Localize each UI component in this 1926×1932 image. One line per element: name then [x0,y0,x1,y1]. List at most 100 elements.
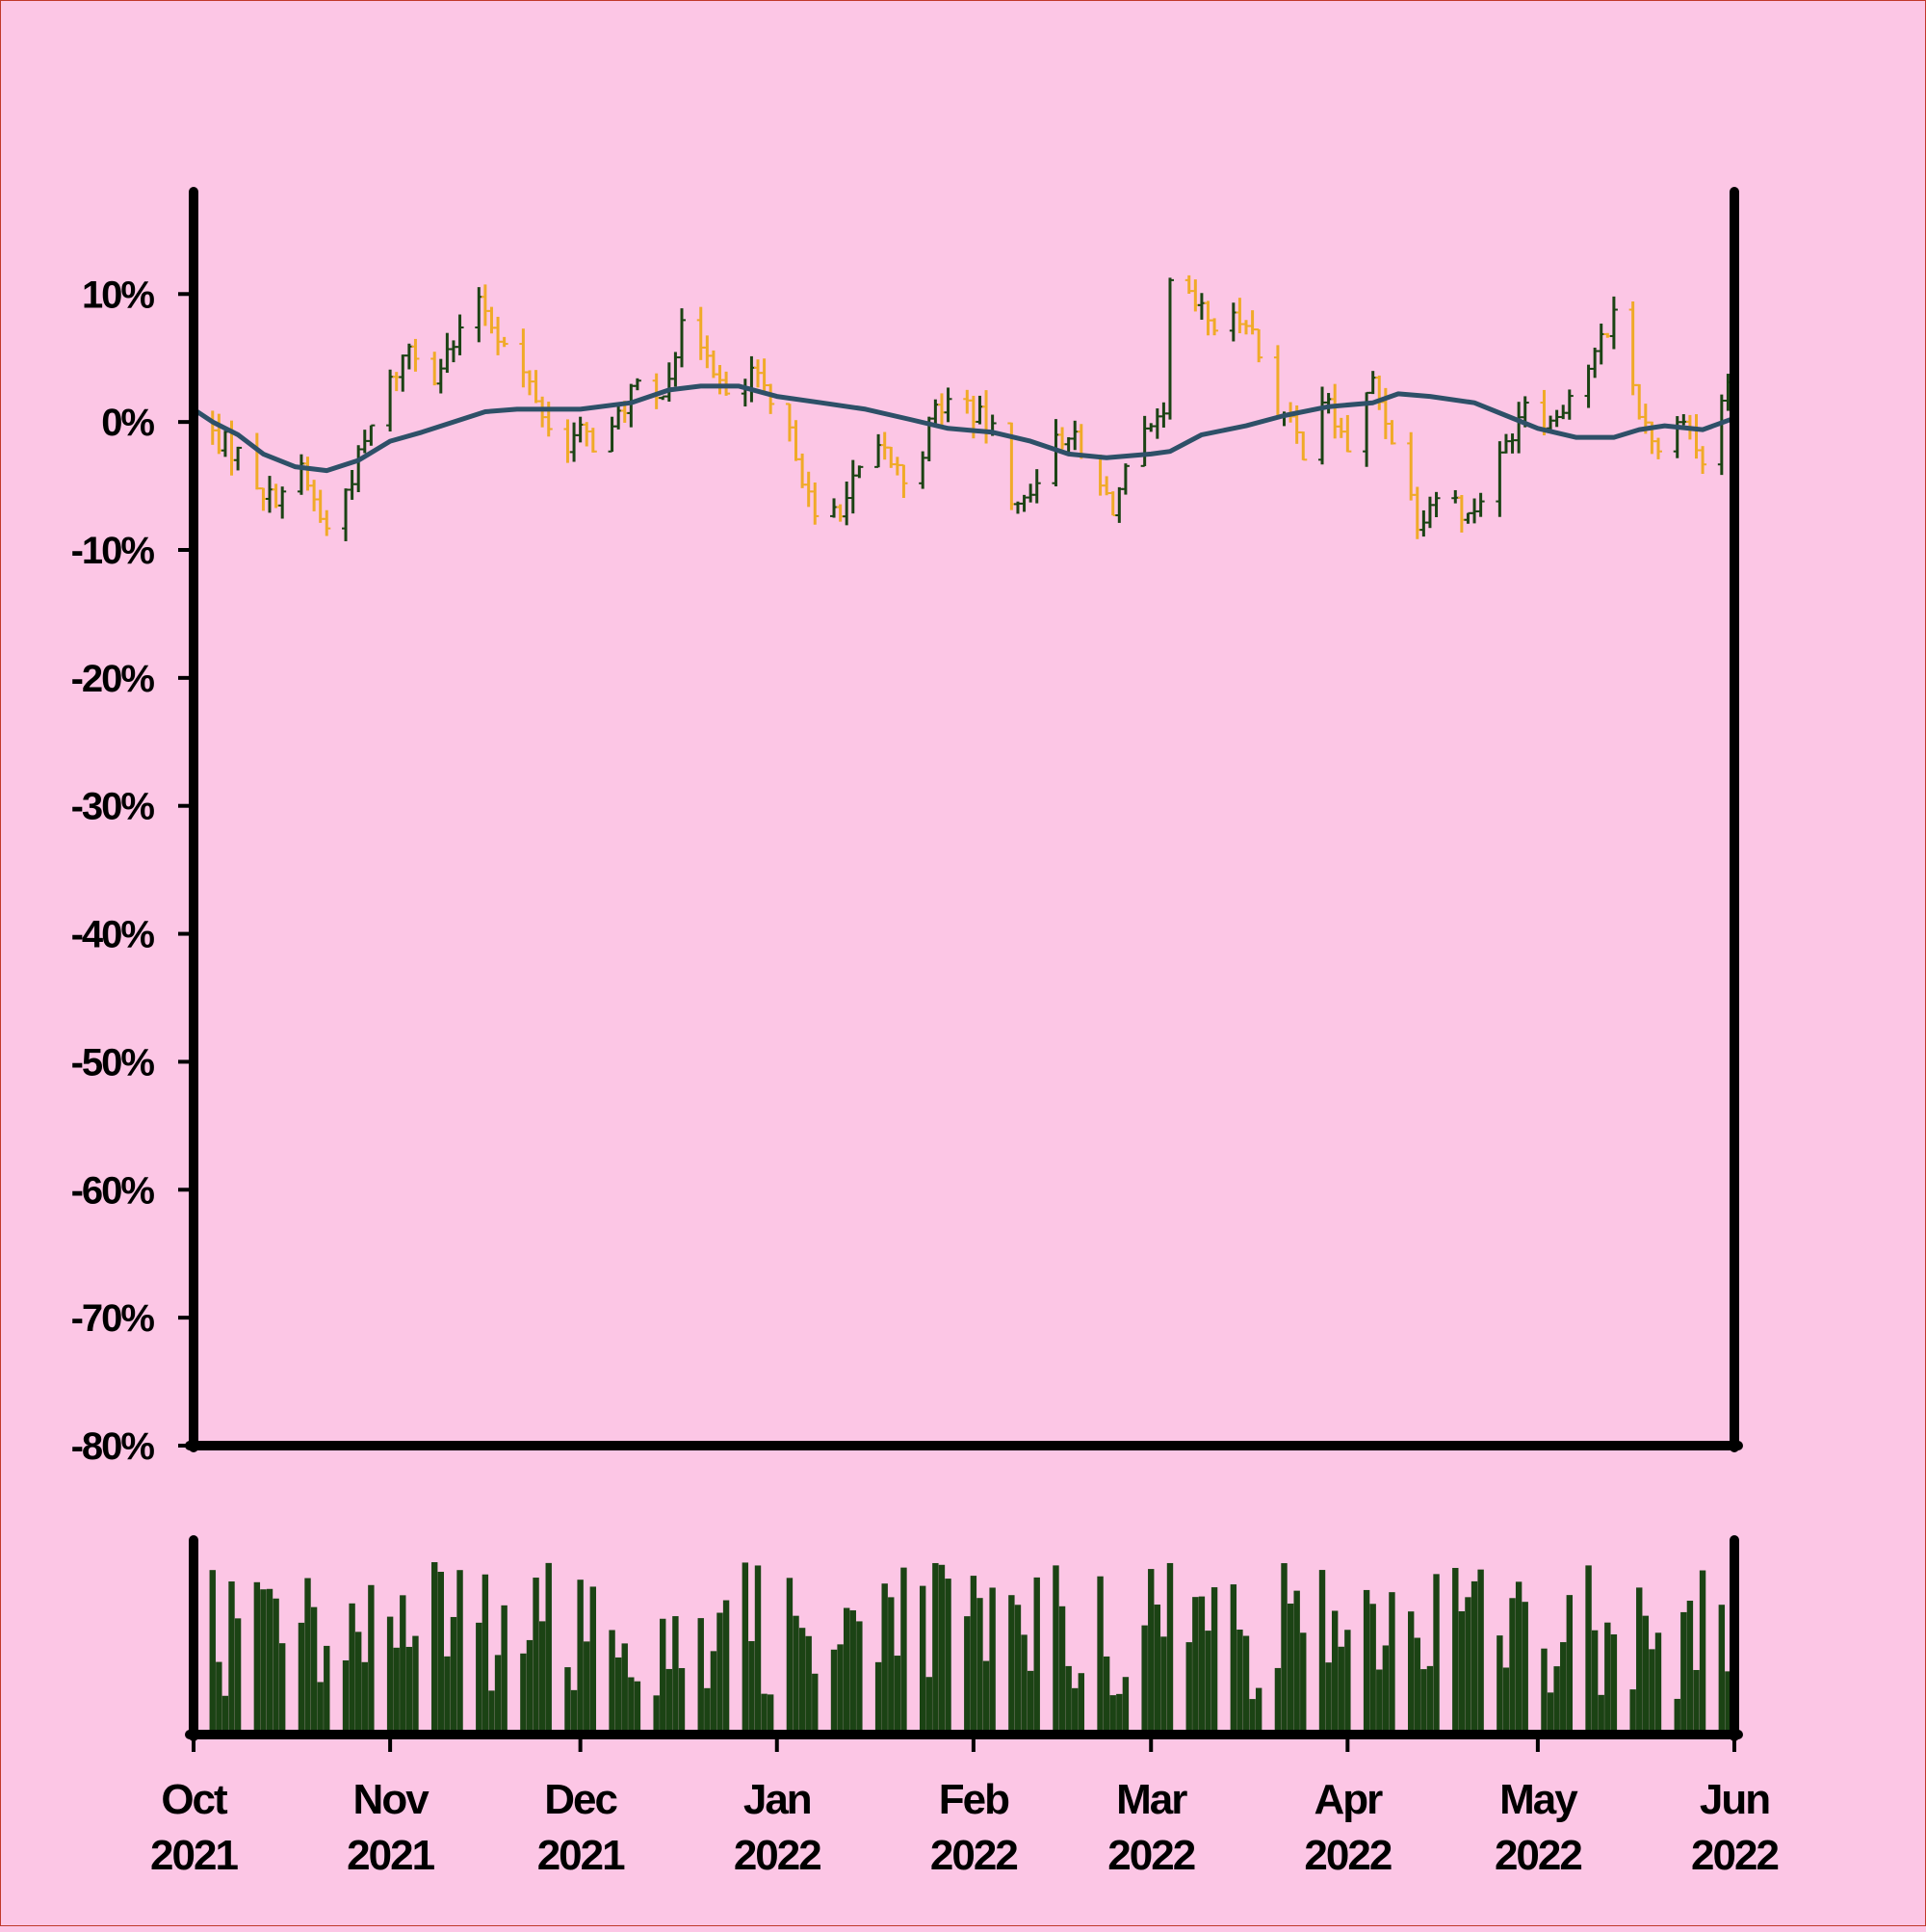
volume-bar [1325,1662,1332,1735]
volume-bar [660,1618,666,1735]
volume-bar [1141,1625,1148,1735]
volume-bar [1116,1693,1123,1735]
volume-bar [1287,1604,1294,1735]
ohlc-bar [1032,469,1041,504]
volume-bar [1192,1597,1199,1735]
ohlc-bar [278,486,287,519]
volume-bar [253,1581,261,1735]
x-tick-year: 2022 [1304,1832,1391,1879]
x-tick-month: May [1499,1776,1578,1823]
ohlc-bar [1457,494,1466,533]
ohlc-bar [234,446,243,471]
volume-bar [221,1695,229,1735]
volume-bar [1318,1570,1326,1735]
volume-bar [1610,1633,1618,1735]
volume-bar [1636,1587,1643,1735]
volume-bar [1604,1622,1611,1735]
ohlc-bar [1299,431,1308,461]
volume-bar [260,1589,267,1735]
ohlc-bar [392,372,401,392]
ohlc-bar [399,354,407,392]
y-tick-label: -60% [71,1169,155,1212]
ohlc-bar [627,383,636,428]
ohlc-bar [1635,383,1644,420]
ohlc-bar [747,355,756,403]
volume-bar [1674,1698,1680,1735]
ohlc-bar [1508,433,1517,454]
ohlc-bar [1071,420,1080,451]
ohlc-bar [1248,310,1257,335]
volume-bar [1585,1565,1592,1735]
volume-bar [1205,1631,1211,1735]
volume-bar [678,1667,686,1735]
x-tick-month: Oct [161,1776,228,1823]
ohlc-bar [1679,414,1688,426]
price-panel: 10% 0% -10% -20% -30% -40% -50% -60% -70% -80% [71,187,1743,1468]
ohlc-bar [481,284,489,326]
volume-bar [704,1687,711,1735]
ohlc-bar [760,358,768,395]
volume-bar [298,1622,305,1735]
volume-bar [1198,1596,1206,1735]
ohlc-bar [266,476,274,513]
volume-bar [538,1621,546,1735]
volume-bar [748,1641,755,1735]
ohlc-bar [252,432,261,490]
volume-bar [444,1656,451,1735]
volume-bar [761,1693,768,1735]
volume-bar [273,1598,279,1735]
volume-bar [266,1588,273,1735]
y-tick-label: -50% [71,1041,155,1083]
ohlc-bar [703,335,712,369]
ohlc-bar [342,488,351,541]
volume-bar [209,1570,216,1735]
ohlc-bar [836,504,845,522]
volume-bar [1414,1637,1420,1735]
volume-bar [1053,1565,1059,1735]
ohlc-bar [741,379,749,407]
volume-bar [520,1653,527,1735]
volume-bar [964,1616,971,1735]
volume-bar [710,1651,717,1735]
ohlc-bar [1191,279,1200,312]
volume-bar [938,1564,946,1735]
volume-bar [976,1598,983,1735]
ohlc-bar [1432,491,1441,517]
ohlc-bar [1324,393,1333,414]
ohlc-bar [1058,427,1067,450]
ohlc-bar [1343,414,1352,453]
y-tick-label: -30% [71,786,155,828]
volume-bar [1433,1574,1440,1735]
ohlc-bar [1210,318,1219,336]
ohlc-bars [190,274,1738,541]
volume-bar [501,1605,508,1735]
volume-bar [1629,1689,1636,1735]
volume-bar [1553,1666,1560,1735]
x-tick-month: Dec [544,1776,617,1823]
volume-bar [584,1641,590,1735]
ohlc-bar [1331,383,1340,439]
volume-bar [278,1643,286,1735]
volume-bar [609,1630,615,1735]
volume-bar [945,1579,951,1735]
ohlc-bar [874,433,883,468]
volume-bar [1718,1605,1726,1735]
volume-bar [1230,1584,1237,1735]
ohlc-bar [767,383,775,414]
ohlc-bar [1229,302,1237,342]
ohlc-bar [963,389,972,414]
ohlc-bar [436,358,445,394]
ohlc-bar [899,463,908,498]
ohlc-bar [1476,492,1485,517]
ohlc-bar [386,369,395,432]
x-tick-year: 2021 [537,1832,625,1879]
volume-bar [1465,1597,1471,1735]
volume-bar [570,1689,578,1735]
volume-bar [1249,1699,1256,1735]
volume-bar [1649,1649,1655,1735]
volume-bar [982,1660,990,1735]
ohlc-bar [323,509,331,536]
ohlc-bar [1159,402,1168,428]
volume-bar [1686,1601,1694,1735]
